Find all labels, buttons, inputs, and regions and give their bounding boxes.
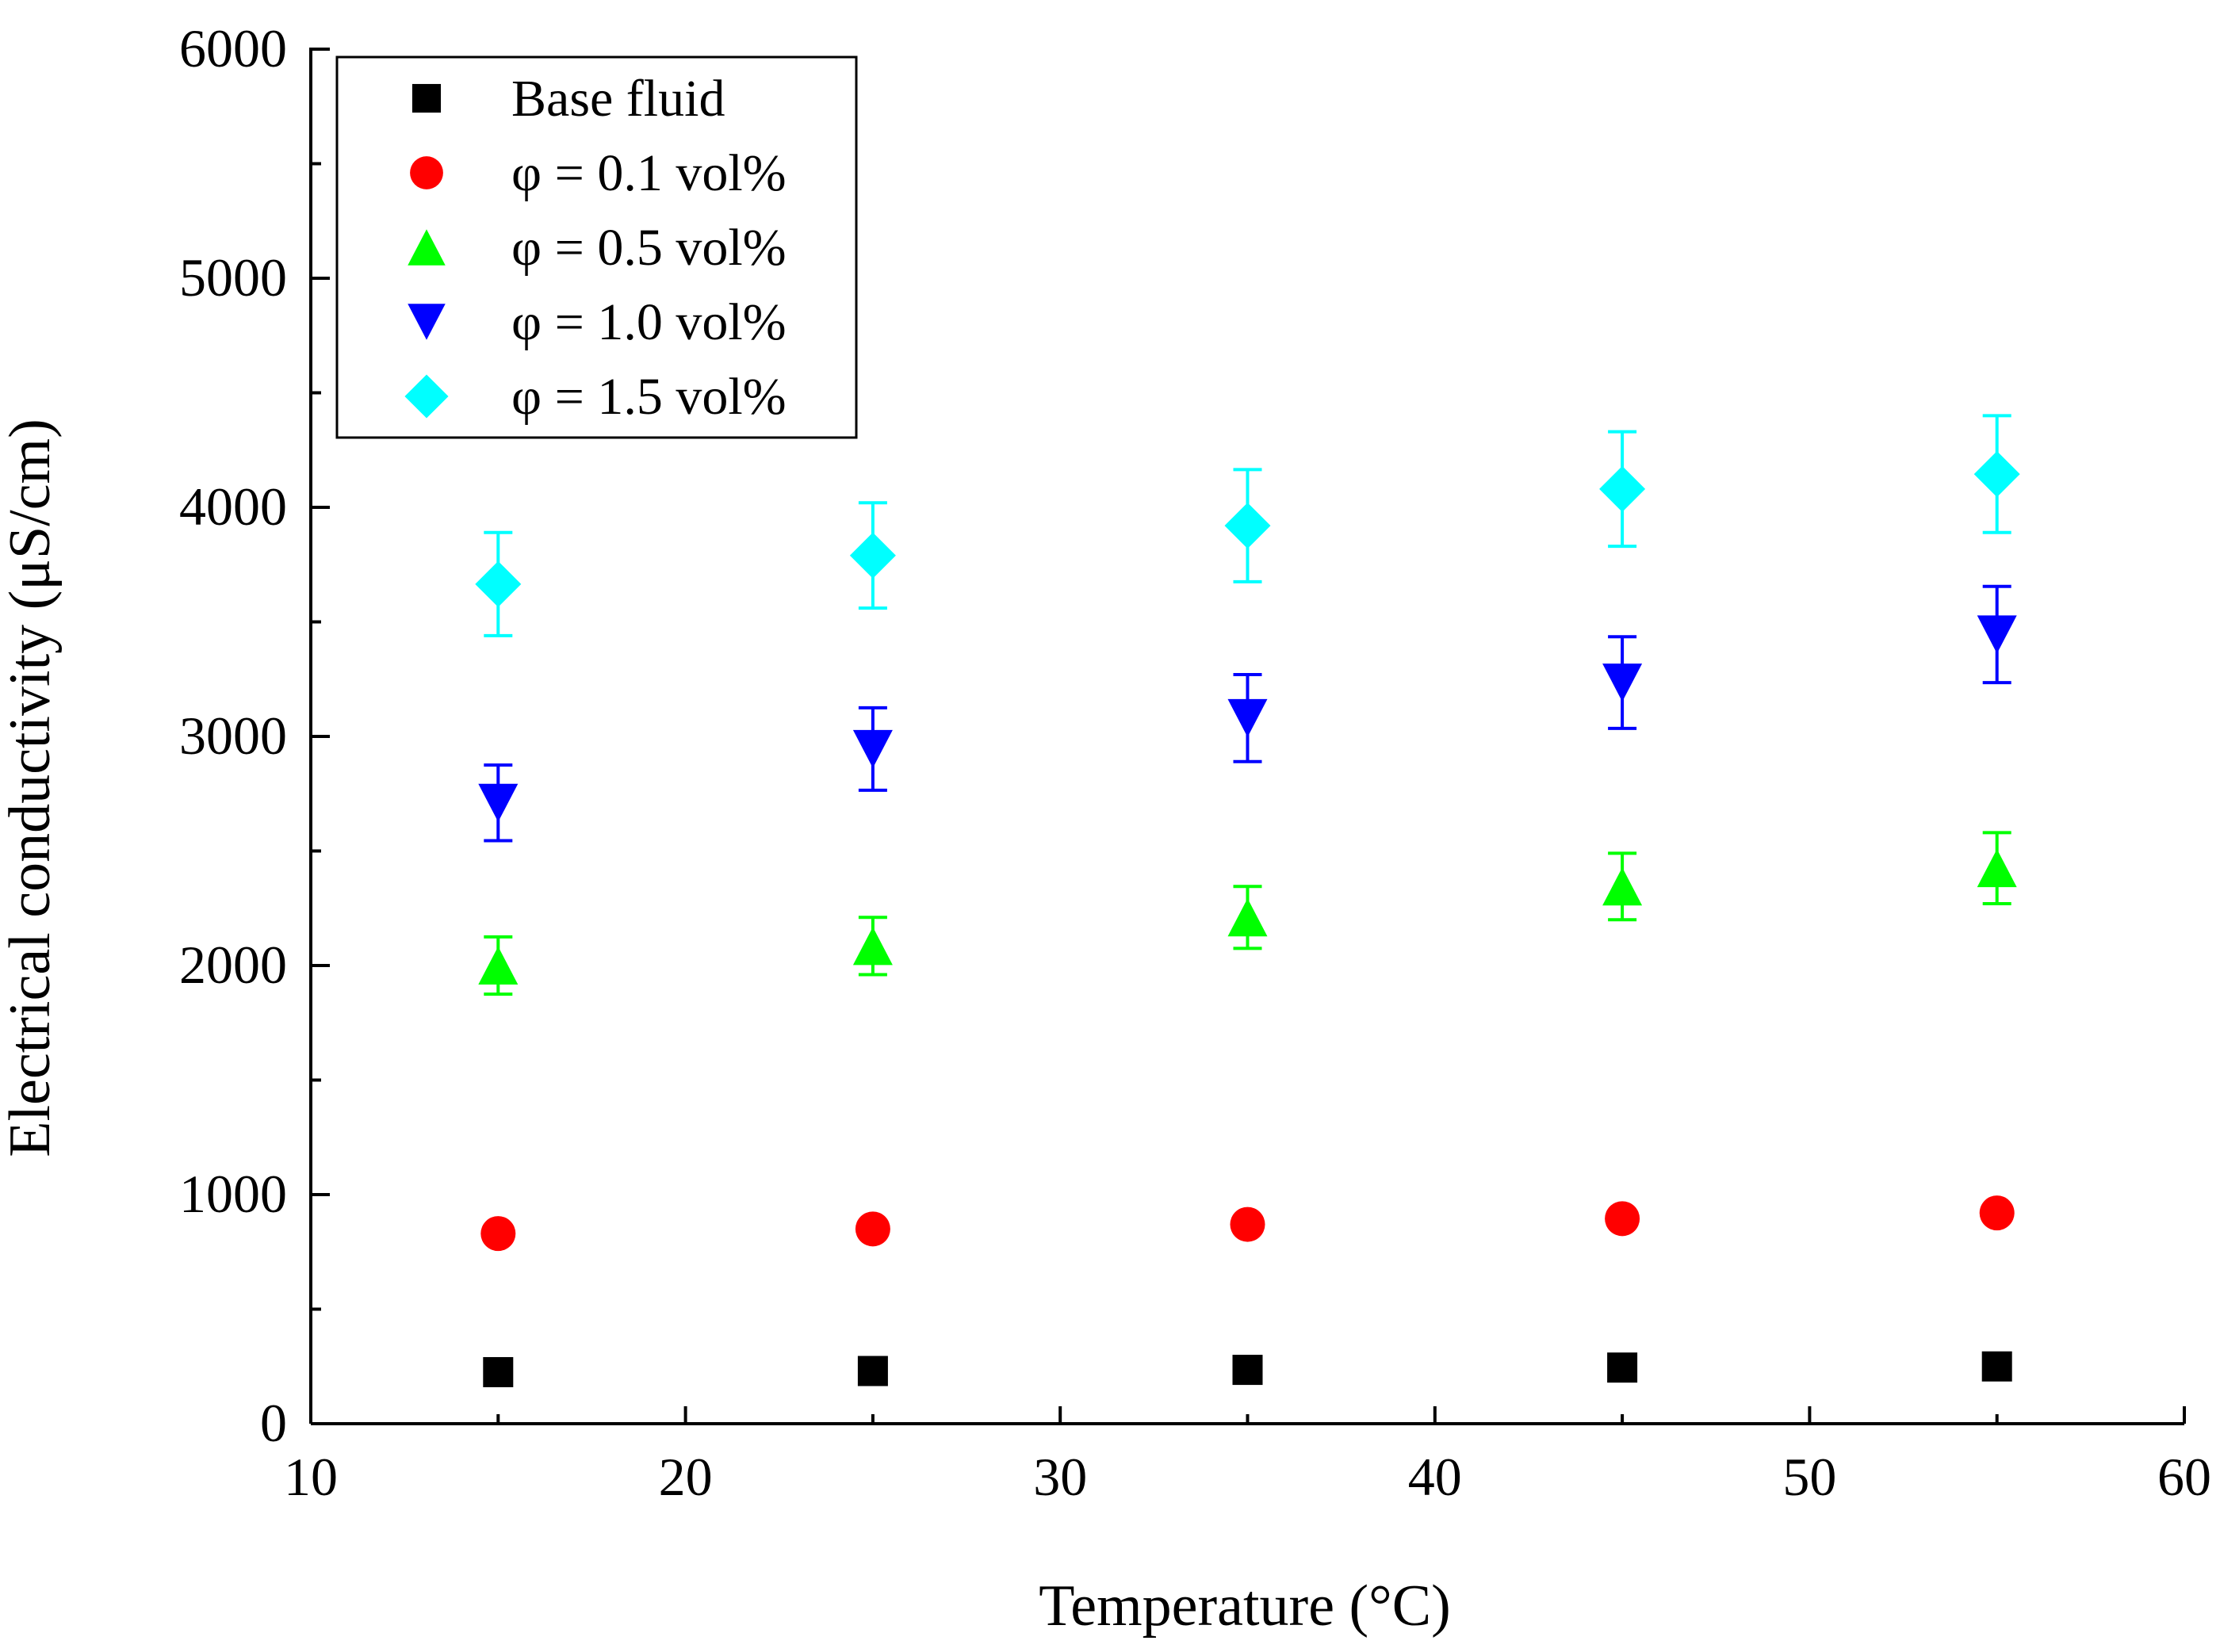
y-tick-label: 5000 — [179, 247, 287, 308]
y-tick-label: 6000 — [179, 18, 287, 78]
data-point — [478, 946, 519, 985]
legend-label: Base fluid — [511, 70, 725, 128]
data-point — [1981, 1351, 2012, 1382]
x-tick-label: 10 — [284, 1447, 338, 1507]
legend: Base fluid φ = 0.1 vol% φ = 0.5 vol% φ = 1.… — [335, 55, 858, 439]
data-point — [855, 1211, 890, 1247]
data-point — [478, 783, 519, 822]
legend-marker — [408, 229, 446, 266]
data-point — [1599, 465, 1646, 512]
legend-entry-2: φ = 0.5 vol% — [408, 219, 787, 277]
data-point — [849, 532, 896, 579]
data-point — [1224, 503, 1271, 549]
x-axis-title: Temperature (°C) — [1039, 1574, 1451, 1639]
y-tick-label: 2000 — [179, 935, 287, 995]
y-tick-label: 3000 — [179, 706, 287, 766]
x-tick-label: 40 — [1408, 1447, 1462, 1507]
y-axis-title: Electrical conductivity (μS/cm) — [0, 419, 63, 1157]
x-tick-label: 20 — [659, 1447, 713, 1507]
data-layer — [475, 414, 2020, 1387]
data-point — [1227, 898, 1268, 937]
series-4 — [475, 414, 2020, 637]
x-tick-label: 30 — [1033, 1447, 1087, 1507]
data-point — [1602, 867, 1643, 906]
series-0 — [483, 1351, 2012, 1387]
legend-entry-1: φ = 0.1 vol% — [410, 144, 787, 202]
data-point — [1605, 1201, 1640, 1237]
data-point — [1602, 663, 1643, 702]
data-point — [1977, 849, 2017, 888]
legend-entry-0: Base fluid — [411, 70, 725, 128]
data-point — [1977, 615, 2017, 654]
data-point — [1227, 698, 1268, 737]
legend-entry-4: φ = 1.5 vol% — [404, 368, 787, 426]
data-point — [852, 729, 893, 768]
legend-label: φ = 1.0 vol% — [511, 293, 787, 351]
data-point — [483, 1356, 514, 1387]
series-3 — [478, 584, 2017, 843]
legend-marker — [410, 156, 443, 189]
axes-layer: 10 20 30 40 50 60 0 1000 2000 3000 4000 5000 6000 — [179, 18, 2211, 1507]
legend-label: φ = 1.5 vol% — [511, 368, 787, 426]
data-point — [475, 560, 522, 607]
data-point — [1232, 1355, 1263, 1386]
legend-marker — [411, 83, 442, 113]
legend-label: φ = 0.1 vol% — [511, 144, 787, 202]
data-point — [857, 1356, 888, 1386]
x-tick-label: 60 — [2157, 1447, 2211, 1507]
legend-entry-3: φ = 1.0 vol% — [408, 293, 787, 351]
series-1 — [480, 1195, 2015, 1252]
series-2 — [478, 831, 2017, 996]
legend-marker — [404, 374, 449, 419]
legend-marker — [408, 304, 446, 340]
data-point — [1230, 1206, 1265, 1242]
data-point — [1607, 1352, 1638, 1383]
data-point — [480, 1216, 516, 1252]
y-tick-label: 1000 — [179, 1164, 287, 1224]
y-tick-label: 0 — [260, 1393, 287, 1453]
x-tick-label: 50 — [1782, 1447, 1836, 1507]
legend-label: φ = 0.5 vol% — [511, 219, 787, 277]
data-point — [1973, 451, 2020, 498]
data-point — [1979, 1195, 2015, 1231]
data-point — [852, 927, 893, 966]
y-tick-label: 4000 — [179, 476, 287, 537]
